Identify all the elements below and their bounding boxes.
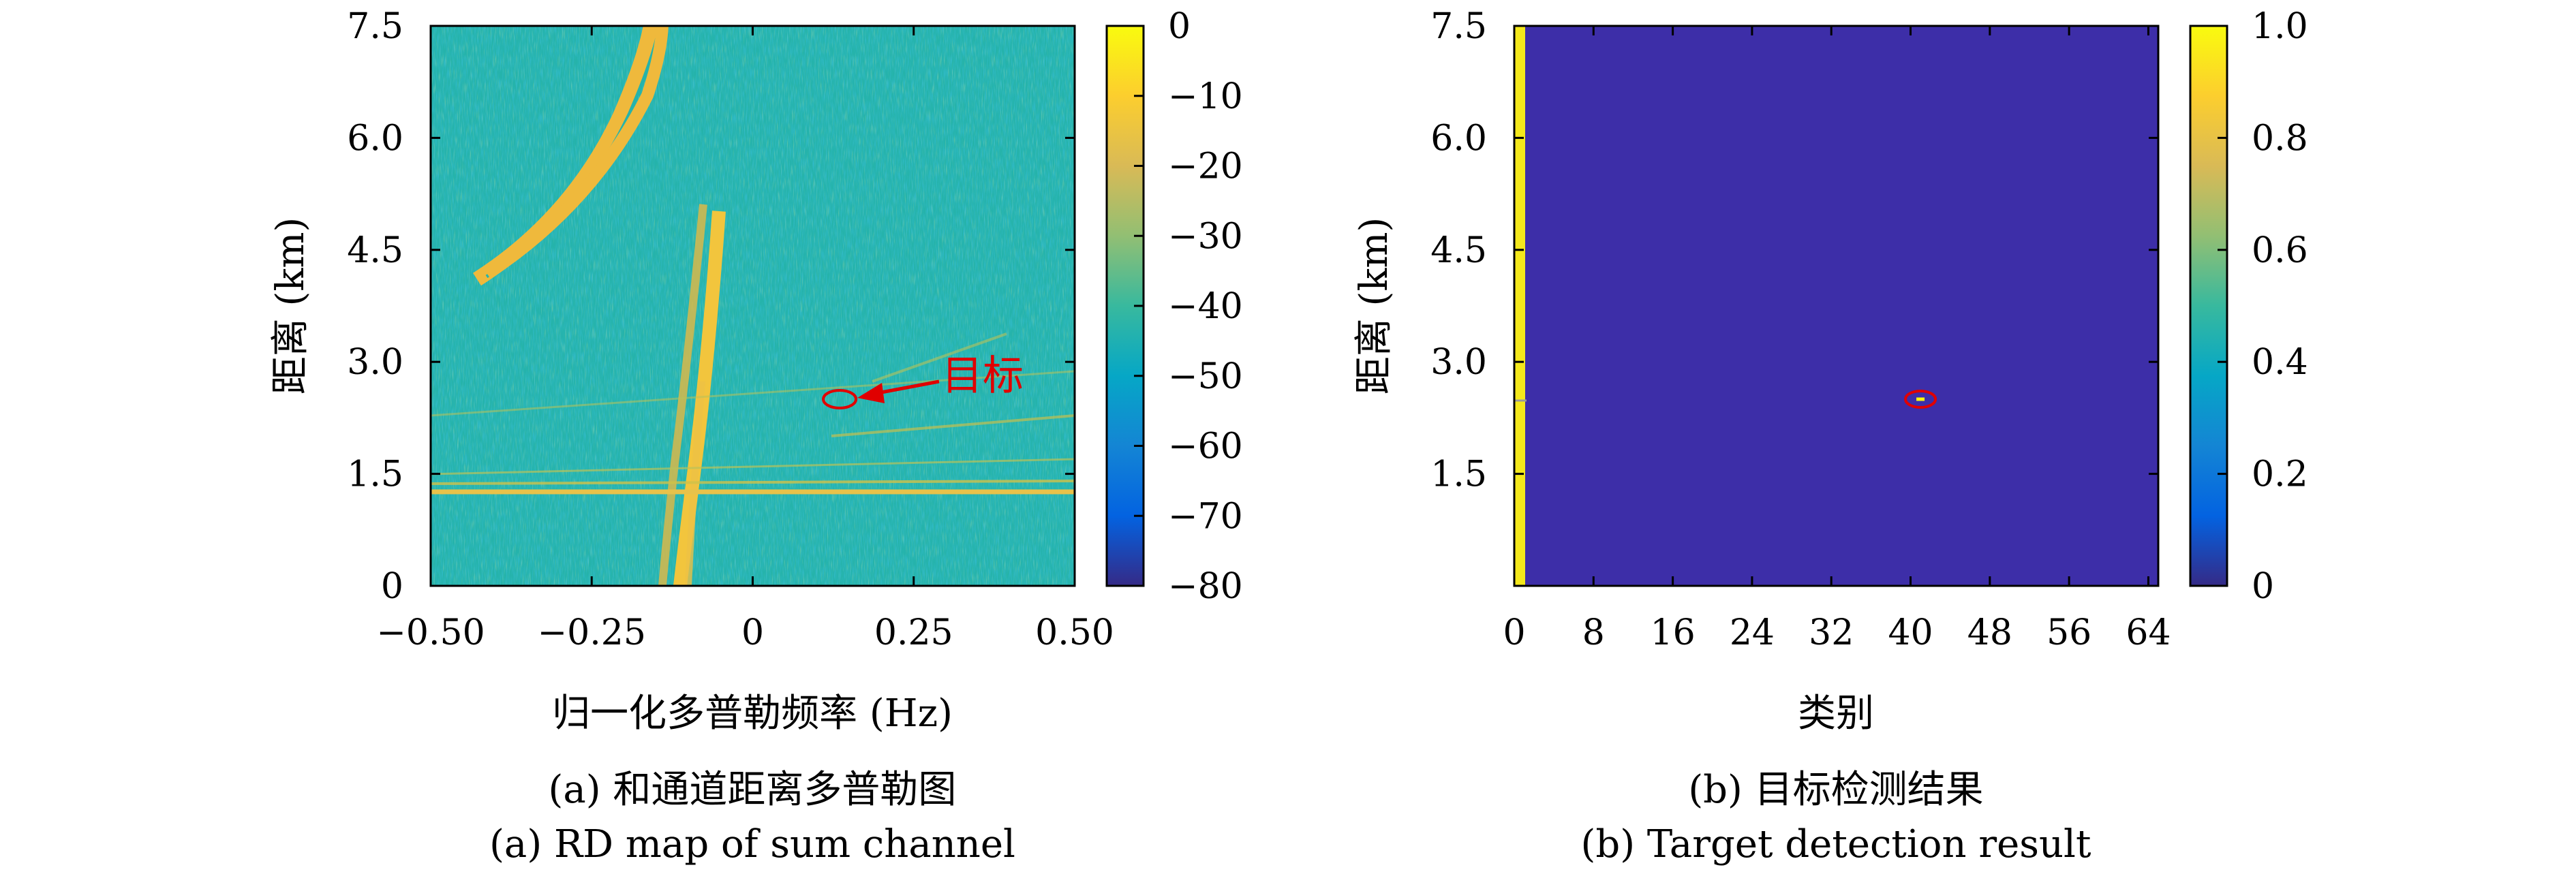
colorbar-tick-label: −30 [1168, 216, 1243, 257]
target-marker-b [1904, 390, 1937, 409]
x-tick-label: 64 [2126, 612, 2171, 653]
colorbar-tick-label: 0 [2252, 566, 2274, 607]
target-arrow-head [857, 383, 885, 403]
detection-edge-column [1514, 26, 1525, 586]
colorbar-ticks-a: 0 −10 −20 −30 −40 −50 −60 −70 −80 [1134, 6, 1243, 607]
caption-en-b: (b) Target detection result [1581, 822, 2091, 867]
y-axis-label-a: 距离 (km) [269, 217, 313, 395]
axis-ticks-a: −0.50 −0.25 0 0.25 0.50 0 1.5 3.0 4.5 6.0 7.5 [347, 6, 1114, 653]
colorbar-tick-label: −60 [1168, 426, 1243, 467]
colorbar-tick-label: 0.6 [2252, 230, 2308, 271]
x-tick-label: 40 [1888, 612, 1933, 653]
y-tick-label: 4.5 [1430, 230, 1487, 271]
colorbar-tick-label: 0 [1168, 6, 1191, 47]
y-tick-label: 3.0 [347, 342, 403, 383]
x-tick-label: 8 [1582, 612, 1605, 653]
x-tick-label: −0.25 [538, 612, 646, 653]
clutter-line-6 [872, 332, 1007, 383]
colorbar-tick-label: 0.4 [2252, 342, 2308, 383]
target-label: 目标 [942, 352, 1024, 400]
clutter-curve-3 [484, 26, 669, 279]
x-axis-label-b: 类别 [1798, 691, 1874, 736]
x-tick-label: 56 [2046, 612, 2091, 653]
panel-a: −0.50 −0.25 0 0.25 0.50 0 1.5 3.0 4.5 6.0 7.5 目标 0… [269, 6, 1243, 867]
colorbar-tick-label: −20 [1168, 146, 1243, 187]
x-axis-label-a: 归一化多普勒频率 (Hz) [552, 691, 953, 736]
clutter-line-4 [431, 370, 1075, 417]
colorbar-tick-label: −40 [1168, 286, 1243, 327]
x-tick-label: 16 [1651, 612, 1696, 653]
y-tick-label: 6.0 [1430, 118, 1487, 159]
colorbar-ticks-b: 1.0 0.8 0.6 0.4 0.2 0 [2218, 6, 2308, 607]
x-tick-label: 48 [1967, 612, 2012, 653]
caption-en-a: (a) RD map of sum channel [489, 822, 1015, 867]
colorbar-tick-label: −50 [1168, 356, 1243, 397]
detection-cell [1916, 397, 1925, 401]
x-tick-label: 0 [1503, 612, 1525, 653]
panel-b: 0 8 16 24 32 40 48 56 64 1.5 3.0 4.5 6.0 7.5 1.0 0.8 0.… [1352, 6, 2308, 867]
colorbar-b [2189, 25, 2228, 587]
x-tick-label: 0.25 [874, 612, 953, 653]
plot-frame-b [1513, 25, 2160, 587]
colorbar-tick-label: 1.0 [2252, 6, 2308, 47]
y-tick-label: 4.5 [347, 230, 403, 271]
target-marker-a [822, 389, 858, 409]
y-tick-label: 1.5 [347, 454, 403, 495]
colorbar-tick-label: −10 [1168, 76, 1243, 117]
y-tick-label: 6.0 [347, 118, 403, 159]
x-tick-label: −0.50 [376, 612, 485, 653]
colorbar-tick-label: −80 [1168, 566, 1243, 607]
colorbar-tick-label: 0.2 [2252, 454, 2308, 495]
y-tick-label: 1.5 [1430, 454, 1487, 495]
y-tick-label: 0 [381, 566, 403, 607]
caption-cn-b: (b) 目标检测结果 [1688, 768, 1983, 812]
x-tick-label: 0.50 [1035, 612, 1114, 653]
axis-ticks-b: 0 8 16 24 32 40 48 56 64 1.5 3.0 4.5 6.0 7.5 [1430, 6, 2171, 653]
rd-map-heatmap [431, 26, 1075, 586]
doppler-ridge-1 [658, 204, 707, 586]
clutter-line-5 [831, 414, 1075, 437]
clutter-line-3 [431, 458, 1075, 475]
x-tick-label: 32 [1809, 612, 1854, 653]
y-tick-label: 7.5 [347, 6, 403, 47]
y-tick-label: 7.5 [1430, 6, 1487, 47]
detection-map-background [1514, 26, 2158, 586]
rd-map-noise-warm [431, 26, 1075, 586]
doppler-ridge-3 [685, 381, 705, 586]
colorbar-tick-label: 0.8 [2252, 118, 2308, 159]
x-tick-label: 24 [1730, 612, 1775, 653]
colorbar-tick-label: −70 [1168, 496, 1243, 537]
x-tick-label: 0 [741, 612, 764, 653]
y-axis-label-b: 距离 (km) [1352, 217, 1396, 395]
caption-cn-a: (a) 和通道距离多普勒图 [549, 768, 957, 812]
y-tick-label: 3.0 [1430, 342, 1487, 383]
clutter-line-2 [431, 480, 1075, 485]
